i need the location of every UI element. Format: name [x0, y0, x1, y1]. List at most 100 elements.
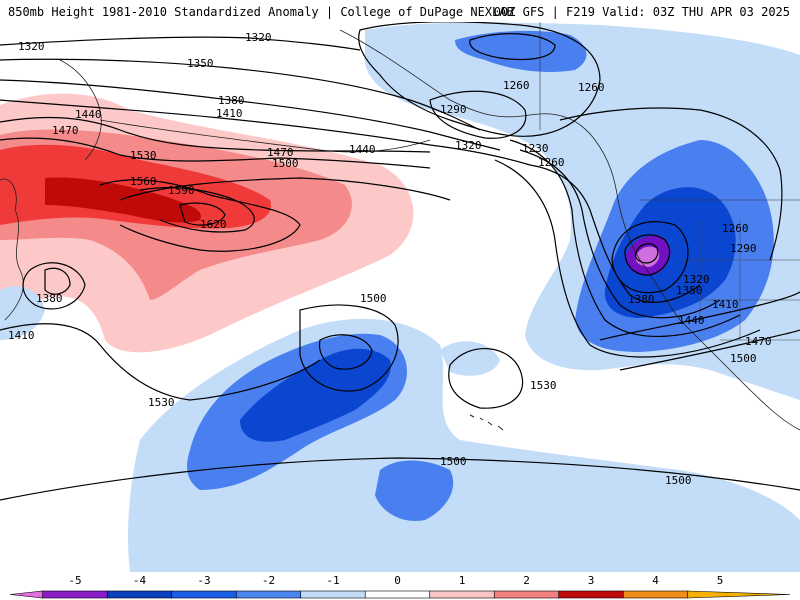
- colorbar-tick-label: 4: [652, 574, 659, 587]
- colorbar-swatches: [9, 590, 791, 599]
- contour-label: 1350: [676, 284, 703, 297]
- contour-label: 1440: [678, 314, 705, 327]
- title-bar: 850mb Height 1981-2010 Standardized Anom…: [0, 0, 800, 22]
- contour-label: 1470: [52, 124, 79, 137]
- contour-label: 1500: [440, 455, 467, 468]
- contour-1440: [0, 116, 431, 153]
- contour-label: 1260: [538, 156, 565, 169]
- contour-label: 1440: [349, 143, 376, 156]
- contour-east-trough-4: [494, 159, 761, 358]
- contour-east-trough-3: [509, 139, 741, 338]
- contour-1350: [0, 58, 481, 131]
- height-contours: [0, 22, 800, 501]
- contour-1500: [119, 177, 451, 201]
- contour-label: 1290: [730, 242, 757, 255]
- contour-label: 1530: [148, 396, 175, 409]
- contour-east-trough-2: [519, 149, 721, 319]
- contour-label: 1320: [455, 139, 482, 152]
- contour-east-low-2: [634, 243, 659, 264]
- contour-1590: [139, 187, 255, 233]
- colorbar-swatch: [493, 590, 560, 599]
- contour-1260-alaska: [358, 22, 601, 137]
- coastlines: [0, 22, 800, 431]
- contour-label: 1320: [245, 31, 272, 44]
- contour-label: 1500: [730, 352, 757, 365]
- colorbar-tick-label: -3: [197, 574, 210, 587]
- negative-anomaly-patch: [440, 341, 500, 376]
- colorbar-swatch: [429, 590, 495, 599]
- anomaly-shading: [0, 22, 800, 572]
- contour-label: 1230: [522, 142, 549, 155]
- colorbar-swatch: [42, 590, 108, 599]
- contour-1470: [0, 137, 431, 169]
- colorbar-tick-label: 1: [459, 574, 466, 587]
- contour-label: 1290: [440, 103, 467, 116]
- colorbar-tick-label: 0: [394, 574, 401, 587]
- asia-coastline: [0, 178, 24, 321]
- contour-label: 1500: [360, 292, 387, 305]
- contour-east-trough-5: [559, 107, 783, 261]
- contour-1560: [99, 179, 301, 252]
- contour-1530-hi: [448, 348, 524, 409]
- negative-anomaly-central-4: [375, 460, 454, 521]
- us-states: [680, 220, 800, 341]
- contour-label: 1530: [130, 149, 157, 162]
- contour-label: 1470: [745, 335, 772, 348]
- colorbar-tick-label: -2: [262, 574, 275, 587]
- contour-label: 1500: [665, 474, 692, 487]
- contour-1500-south: [0, 457, 800, 501]
- contour-1410: [0, 99, 531, 166]
- positive-anomaly-3: [0, 144, 271, 229]
- contour-west-low: [22, 262, 86, 310]
- product-title: 850mb Height 1981-2010 Standardized Anom…: [8, 5, 514, 19]
- contour-east-low-1: [624, 234, 671, 276]
- colorbar: -5 -4 -3 -2 -1 0 1 2 3 4 5: [9, 574, 791, 599]
- colorbar-swatch: [687, 590, 791, 599]
- canada-coastline: [594, 139, 800, 431]
- colorbar-tick-label: 2: [523, 574, 530, 587]
- alaska-coastline: [339, 29, 596, 141]
- contour-1380: [0, 79, 501, 151]
- canada-border: [539, 22, 800, 201]
- contour-label: 1380: [36, 292, 63, 305]
- contour-label: 1470: [267, 146, 294, 159]
- contour-west-low-2: [44, 267, 71, 295]
- negative-anomaly-west: [0, 286, 45, 340]
- kamchatka-coastline: [59, 59, 102, 161]
- contour-1500-mid-2: [318, 334, 373, 370]
- contour-label: 1320: [18, 40, 45, 53]
- negative-anomaly-central-3: [240, 348, 391, 442]
- negative-anomaly-alaska: [455, 30, 587, 72]
- colorbar-tick-label: -1: [326, 574, 339, 587]
- colorbar-swatch: [171, 590, 237, 599]
- contour-1290-alaska: [429, 90, 527, 139]
- contour-1530: [0, 323, 321, 401]
- colorbar-tick-label: 5: [717, 574, 724, 587]
- contour-label: 1590: [168, 184, 195, 197]
- contour-label: 1530: [530, 379, 557, 392]
- contour-label: 1410: [8, 329, 35, 342]
- anomaly-map: 1320 1320 1350 1380 1410 1440 1470 1530 …: [0, 22, 800, 572]
- contour-1230-low: [469, 33, 556, 61]
- contour-east-low-3: [611, 221, 689, 294]
- contour-1470-east: [619, 329, 800, 371]
- colorbar-swatch: [300, 590, 366, 599]
- positive-anomaly-4: [45, 177, 201, 223]
- contour-labels: 1320 1320 1350 1380 1410 1440 1470 1530 …: [8, 31, 772, 487]
- contour-label: 1410: [712, 298, 739, 311]
- contour-label: 1260: [722, 222, 749, 235]
- colorbar-swatch: [235, 590, 302, 599]
- contour-label: 1350: [187, 57, 214, 70]
- contour-label: 1380: [628, 293, 655, 306]
- colorbar-swatch: [622, 590, 689, 599]
- contour-label: 1410: [216, 107, 243, 120]
- colorbar-ticks: -5 -4 -3 -2 -1 0 1 2 3 4 5: [68, 574, 723, 587]
- contour-label: 1560: [130, 175, 157, 188]
- contour-label: 1320: [683, 273, 710, 286]
- contour-label: 1260: [503, 79, 530, 92]
- contour-1500-mid: [299, 304, 399, 392]
- contour-1320-north: [0, 36, 361, 51]
- aleutian-islands: [99, 119, 431, 153]
- hawaii-islands: [469, 414, 504, 431]
